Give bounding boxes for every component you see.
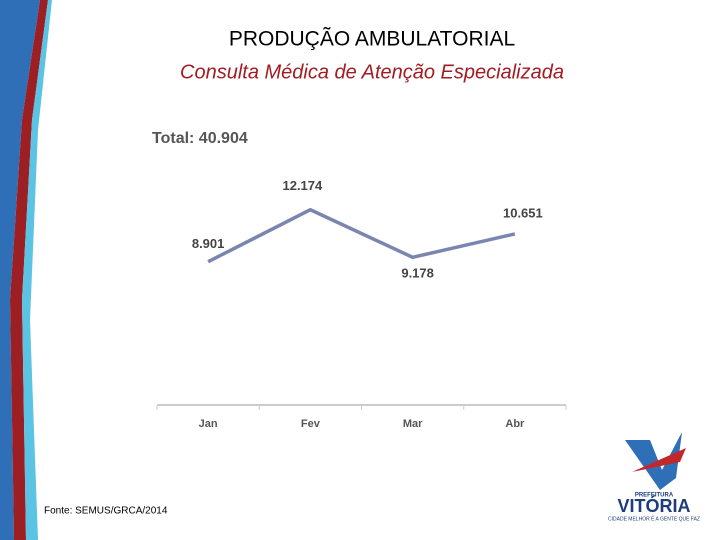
annotation: Total: 40.904	[152, 130, 248, 147]
source: Fonte: SEMUS/GRCA/2014	[44, 506, 168, 517]
logo: PREFEITURA VITÓRIA CIDADE MELHOR É A GEN…	[608, 432, 700, 522]
x-tick-label: Fev	[301, 418, 321, 430]
logo-name: VITÓRIA	[617, 495, 690, 516]
subtitle: Consulta Médica de Atenção Especializada	[180, 61, 564, 83]
logo-slogan: CIDADE MELHOR É A GENTE QUE FAZ	[608, 515, 700, 522]
x-tick-label: Mar	[403, 418, 423, 430]
logo-top: PREFEITURA	[635, 493, 674, 499]
value-label: 8.901	[192, 236, 225, 251]
x-tick-label: Jan	[199, 418, 218, 430]
x-tick-label: Abr	[505, 418, 525, 430]
value-label: 9.178	[401, 266, 434, 281]
value-label: 10.651	[503, 205, 543, 220]
line	[207, 207, 516, 264]
value-label: 12.174	[282, 178, 323, 193]
title: PRODUÇÃO AMBULATORIAL	[229, 27, 515, 51]
side-decoration	[0, 0, 52, 540]
